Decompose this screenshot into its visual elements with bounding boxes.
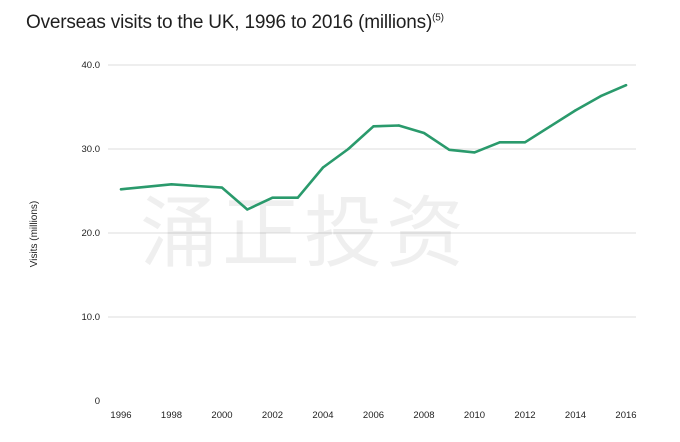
data-point (347, 147, 350, 151)
x-tick-label: 2014 (565, 410, 586, 421)
y-tick-label: 10.0 (82, 312, 101, 323)
x-tick-label: 2016 (615, 410, 636, 421)
x-tick-label: 2006 (363, 410, 384, 421)
data-point (321, 166, 325, 169)
x-axis-ticks: 1996 1998 2000 2002 2004 2006 2008 2010 2012 2014… (110, 410, 636, 421)
data-point (195, 184, 198, 188)
data-point (145, 185, 148, 188)
data-point (574, 109, 577, 112)
data-point (170, 183, 173, 186)
data-point (246, 208, 249, 211)
x-tick-label: 1998 (161, 410, 182, 421)
y-axis-label: Visits (millions) (29, 201, 40, 268)
y-tick-label: 30.0 (82, 144, 101, 155)
y-tick-label: 20.0 (82, 228, 101, 239)
data-point (448, 148, 451, 152)
gridlines (108, 64, 636, 318)
x-tick-label: 1996 (110, 410, 131, 421)
data-point (119, 188, 123, 191)
data-point (271, 196, 274, 199)
title-footnote: (5) (432, 12, 444, 24)
y-tick-label: 40.0 (82, 60, 101, 71)
watermark: 涌正投资 (140, 189, 468, 279)
data-point (599, 94, 602, 98)
y-tick-label: 0 (95, 396, 100, 407)
data-point (220, 186, 224, 189)
data-point (422, 131, 426, 135)
data-point (549, 125, 552, 128)
data-point (397, 124, 400, 127)
data-point (498, 141, 501, 144)
x-tick-label: 2002 (262, 410, 283, 421)
x-tick-label: 2010 (464, 410, 485, 421)
y-axis-ticks: 0 10.0 20.0 30.0 40.0 (82, 60, 101, 407)
x-tick-label: 2012 (514, 410, 535, 421)
data-point (523, 141, 527, 144)
data-point (473, 151, 476, 154)
chart-title: Overseas visits to the UK, 1996 to 2016 … (26, 12, 444, 33)
data-point (372, 125, 375, 128)
x-tick-label: 2008 (413, 410, 434, 421)
data-point (624, 83, 628, 87)
series-layer (119, 83, 628, 211)
x-tick-label: 2004 (312, 410, 333, 421)
data-point (296, 196, 299, 199)
x-tick-label: 2000 (211, 410, 232, 421)
